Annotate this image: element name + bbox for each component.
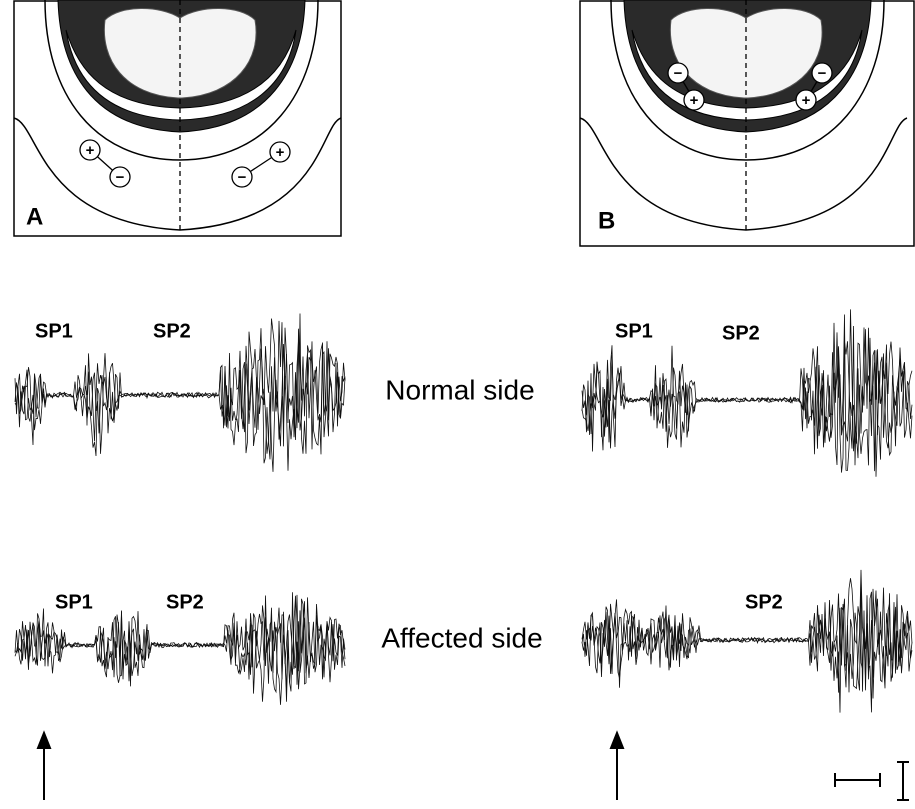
trace-label: SP2 bbox=[166, 591, 204, 613]
electrode-sign: − bbox=[238, 169, 247, 186]
electrode-sign: + bbox=[86, 142, 95, 159]
electrode-sign: − bbox=[116, 169, 125, 186]
trace-label: SP2 bbox=[745, 591, 783, 613]
panel-label: A bbox=[26, 203, 43, 230]
row-label: Normal side bbox=[385, 374, 534, 405]
stimulus-arrows bbox=[38, 733, 623, 800]
electrode-sign: − bbox=[818, 65, 827, 82]
scale-bars bbox=[835, 762, 909, 800]
trace-label: SP1 bbox=[35, 320, 73, 342]
panel-label: B bbox=[598, 207, 615, 234]
electrode-sign: + bbox=[276, 144, 285, 161]
trace-label: SP2 bbox=[153, 320, 191, 342]
trace-label: SP1 bbox=[615, 320, 653, 342]
electrode-sign: − bbox=[674, 65, 683, 82]
trace-label: SP2 bbox=[722, 322, 760, 344]
electrode-sign: + bbox=[690, 92, 699, 109]
panel-b-drawing bbox=[580, 0, 907, 230]
trace-label: SP1 bbox=[55, 591, 93, 613]
electrode-sign: + bbox=[802, 92, 811, 109]
row-label: Affected side bbox=[381, 622, 542, 653]
